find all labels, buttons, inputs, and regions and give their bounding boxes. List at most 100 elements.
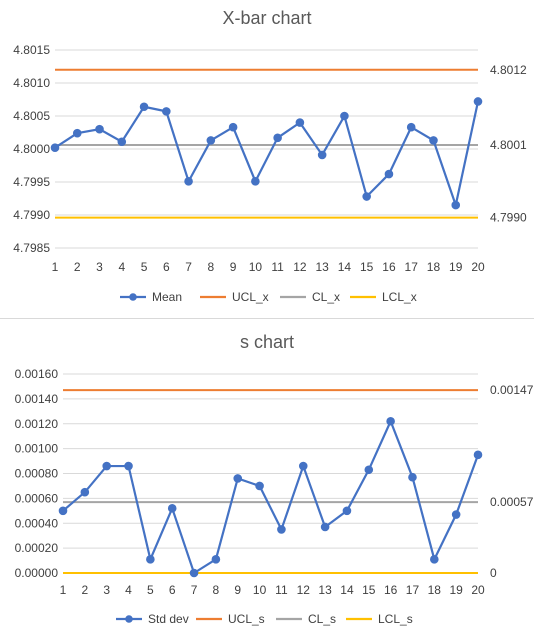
chart-divider	[0, 318, 534, 319]
data-point	[408, 472, 417, 482]
data-point	[102, 461, 111, 471]
y-tick-label: 0.00140	[15, 392, 59, 406]
data-point	[430, 555, 439, 564]
legend-label: Mean	[152, 290, 182, 304]
data-point	[184, 177, 193, 186]
x-tick-label: 18	[428, 583, 442, 597]
x-tick-label: 1	[60, 583, 67, 597]
y-tick-label: 4.8015	[13, 43, 50, 57]
y-tick-label: 0.00100	[15, 442, 59, 456]
xbar-chart-plot: 4.7985 4.7990 4.7995 4.8000 4.8005 4.8010 4.80…	[13, 43, 527, 304]
y-tick-label: 0.00060	[15, 491, 59, 505]
x-tick-label: 13	[318, 583, 332, 597]
x-tick-label: 11	[271, 260, 284, 274]
y-tick-label: 4.7985	[13, 241, 50, 255]
data-point	[233, 474, 243, 483]
data-point	[406, 122, 416, 132]
data-point	[58, 506, 68, 516]
x-tick-label: 3	[96, 260, 103, 274]
y-tick-label: 0.00120	[15, 417, 59, 431]
x-tick-label: 19	[449, 260, 463, 274]
data-point	[95, 124, 104, 134]
x-tick-label: 5	[141, 260, 148, 274]
data-point	[273, 133, 282, 143]
y-tick-label: 4.8005	[13, 109, 50, 123]
y-tick-label: 0.00020	[15, 541, 59, 555]
x-tick-label: 8	[213, 583, 220, 597]
x-tick-label: 12	[297, 583, 311, 597]
y-tick-label: 0.00000	[15, 566, 59, 580]
x-tick-label: 12	[293, 260, 307, 274]
data-point	[124, 461, 133, 471]
legend-label: UCL_x	[232, 290, 269, 304]
x-tick-label: 16	[384, 583, 398, 597]
x-tick-label: 9	[230, 260, 237, 274]
control-limit-label: 0	[490, 566, 497, 580]
data-point	[228, 122, 238, 132]
x-tick-label: 5	[147, 583, 154, 597]
x-tick-label: 3	[103, 583, 110, 597]
x-tick-label: 17	[405, 260, 419, 274]
legend-label: LCL_s	[378, 612, 413, 626]
x-tick-label: 6	[163, 260, 170, 274]
x-tick-label: 4	[125, 583, 132, 597]
data-point	[320, 522, 330, 532]
data-point	[211, 555, 221, 564]
x-tick-label: 10	[249, 260, 263, 274]
x-tick-label: 20	[471, 260, 485, 274]
data-point	[72, 128, 82, 138]
data-point	[277, 525, 286, 534]
legend-label: Std dev	[148, 612, 189, 626]
x-tick-label: 11	[275, 583, 288, 597]
data-point	[162, 107, 171, 116]
x-tick-label: 2	[81, 583, 88, 597]
legend-label: CL_x	[312, 290, 340, 304]
x-tick-label: 7	[191, 583, 198, 597]
data-point	[255, 481, 264, 491]
data-point	[429, 136, 438, 145]
y-tick-label: 4.8000	[13, 142, 50, 156]
s-chart-panel: s chart 0.00000 0.00020 0.00040 0.00060 0.00…	[0, 319, 534, 633]
legend-marker	[129, 293, 137, 301]
s-chart-plot: 0.00000 0.00020 0.00040 0.00060 0.00080 0.001…	[15, 367, 534, 626]
series-line-std-dev	[62, 418, 480, 575]
legend-marker	[125, 615, 133, 623]
x-tick-label: 14	[338, 260, 352, 274]
series-line-mean	[54, 101, 480, 210]
data-point	[451, 200, 461, 210]
x-tick-label: 2	[74, 260, 81, 274]
x-tick-label: 18	[427, 260, 441, 274]
x-tick-label: 15	[362, 583, 376, 597]
y-tick-label: 4.7995	[13, 175, 50, 189]
control-limit-label: 4.7990	[490, 211, 527, 225]
data-point	[167, 504, 177, 513]
legend-label: UCL_s	[228, 612, 265, 626]
data-point	[189, 568, 199, 578]
data-point	[298, 461, 308, 471]
y-tick-label: 0.00160	[15, 367, 59, 381]
xbar-chart-panel: X-bar chart 4.7985 4.7990 4.7995 4.8000 4.80…	[13, 8, 528, 304]
x-tick-label: 14	[340, 583, 354, 597]
x-tick-label: 9	[234, 583, 241, 597]
legend-label: LCL_x	[382, 290, 417, 304]
x-tick-label: 20	[471, 583, 485, 597]
data-point	[340, 111, 349, 121]
data-point	[50, 143, 60, 152]
data-point	[206, 136, 216, 145]
x-tick-label: 8	[207, 260, 214, 274]
x-tick-label: 19	[449, 583, 463, 597]
data-point	[295, 118, 305, 127]
y-tick-label: 0.00080	[15, 467, 59, 481]
legend-label: CL_s	[308, 612, 336, 626]
chart-title: s chart	[239, 332, 295, 352]
x-tick-label: 16	[382, 260, 396, 274]
y-tick-label: 4.7990	[13, 208, 50, 222]
x-tick-label: 6	[169, 583, 176, 597]
control-limit-label: 0.00057	[490, 495, 534, 509]
data-point	[384, 169, 394, 179]
data-point	[473, 97, 483, 106]
x-tick-label: 15	[360, 260, 374, 274]
chart-title: X-bar chart	[222, 8, 312, 28]
data-point	[80, 487, 90, 497]
x-tick-label: 13	[315, 260, 329, 274]
